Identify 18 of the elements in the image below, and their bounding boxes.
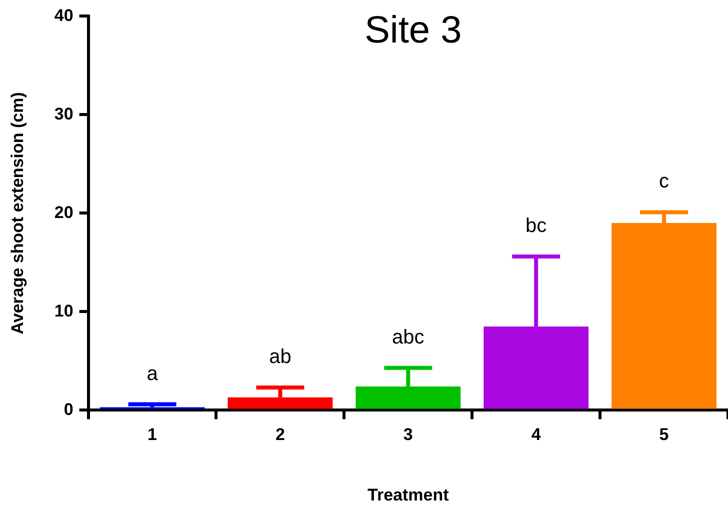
y-axis-title: Average shoot extension (cm) bbox=[8, 92, 27, 334]
annotation: abc bbox=[392, 326, 424, 348]
annotation: bc bbox=[526, 215, 547, 238]
x-tick-label: 3 bbox=[403, 425, 413, 444]
x-tick-label: 2 bbox=[275, 425, 285, 444]
x-axis-title: Treatment bbox=[368, 485, 450, 504]
y-tick-label: 40 bbox=[54, 6, 74, 25]
x-tick-label: 1 bbox=[148, 425, 158, 444]
y-tick-label: 10 bbox=[54, 301, 74, 320]
chart-title: Site 3 bbox=[364, 10, 462, 52]
y-tick-label: 30 bbox=[54, 104, 74, 124]
annotation: a bbox=[146, 362, 159, 385]
annotation: ab bbox=[269, 346, 292, 368]
y-tick-label: 20 bbox=[54, 202, 74, 222]
x-tick-label: 5 bbox=[659, 425, 669, 444]
y-tick-label: 0 bbox=[64, 400, 74, 419]
x-tick-label: 4 bbox=[531, 425, 542, 444]
annotation: c bbox=[659, 170, 670, 193]
